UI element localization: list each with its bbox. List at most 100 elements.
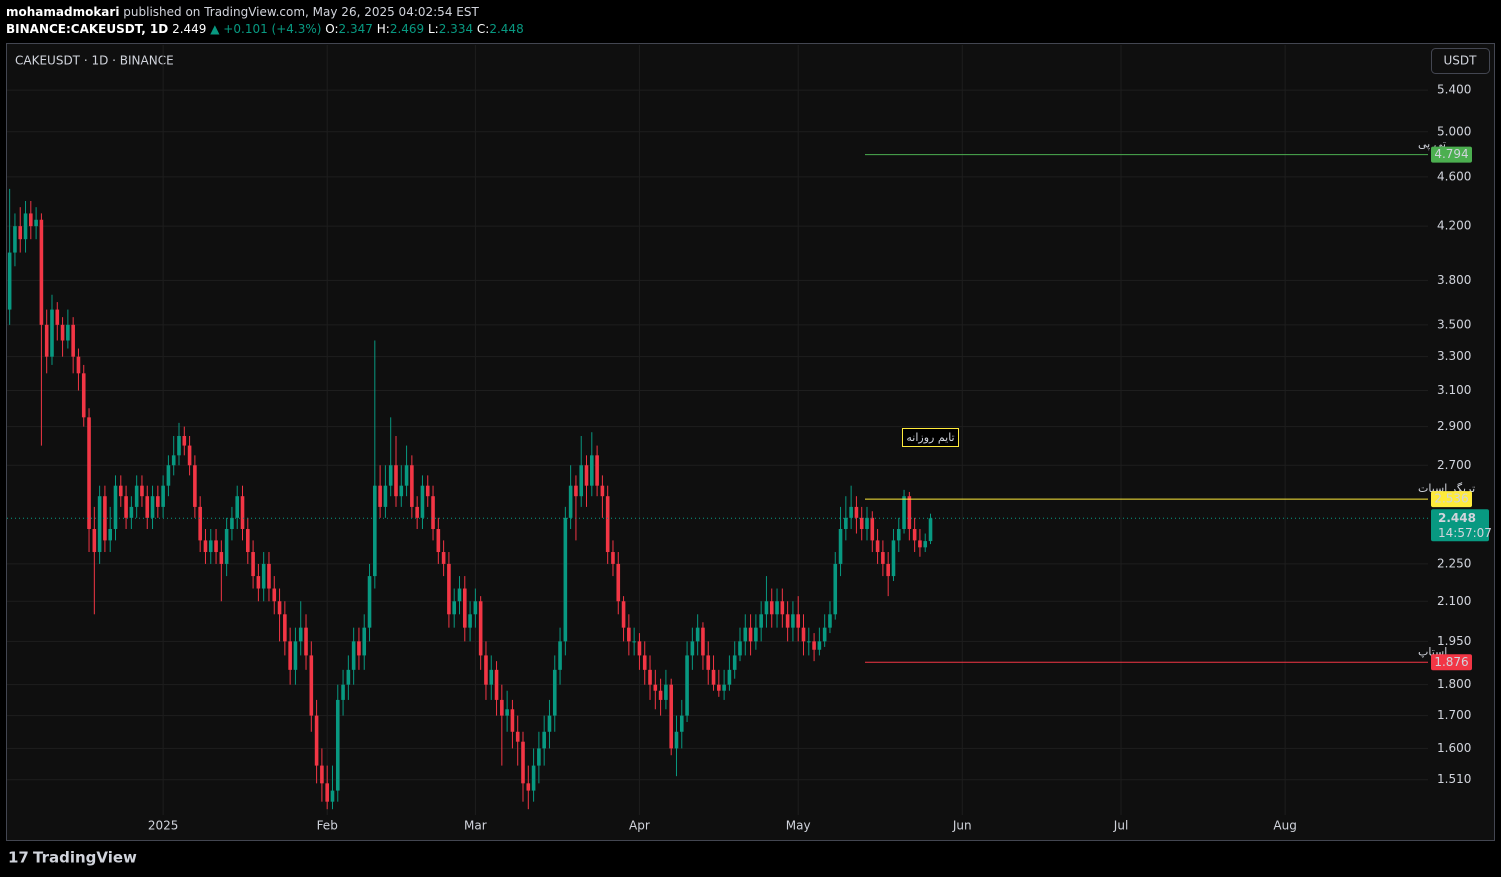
candle-body [918,540,922,548]
candle-body [727,669,732,685]
candle-body [748,627,753,642]
candle-body [272,588,277,602]
candle-body [34,219,38,227]
candle-body [118,485,123,497]
currency-button[interactable] [1431,48,1490,74]
candle-body [526,783,531,791]
x-tick-label: Jun [952,819,972,833]
candle-body [256,576,261,589]
level-price: 1.876 [1434,655,1468,669]
candle-body [801,627,806,642]
candle-body [738,641,742,656]
candle-body [590,455,594,486]
candle-body [844,517,848,529]
x-tick-label: 2025 [148,819,179,833]
currency[interactable]: USDT [1444,54,1478,68]
candle-body [134,485,139,507]
legend-value: 2.469 [390,22,424,36]
candle-body [410,465,414,507]
candle-body [690,641,695,656]
candle-body [341,684,345,700]
candle-body [203,540,208,553]
candle-body [875,540,880,553]
pane-title: CAKEUSDT · 1D · BINANCE [15,54,174,68]
legend-label: H: [377,22,390,36]
logo-text: TradingView [33,849,137,867]
candle-body [415,506,419,518]
candle-body [743,627,748,642]
candle-body [775,601,779,615]
y-tick-label: 1.510 [1437,772,1471,786]
candle-body [642,655,647,670]
candle-body [76,356,81,374]
candle-body [563,517,568,642]
x-tick-label: Aug [1273,819,1296,833]
candle-body [171,455,176,466]
candle-body [92,528,97,553]
candle-body [711,669,716,685]
candle-body [182,436,187,446]
candle-body [611,552,615,564]
candle-body [616,563,621,602]
candle-body [29,213,33,227]
candle-body [335,699,340,791]
candle-body [261,563,266,589]
candle-body [436,528,441,553]
candle-body [277,601,282,615]
candle-body [780,601,785,615]
candle-body [113,485,118,529]
candle-body [621,601,626,628]
change: ▲ +0.101 (+4.3%) [210,22,321,36]
candle-body [230,517,234,529]
candle-body [664,684,668,700]
candle-body [896,528,901,541]
legend-label: C: [477,22,489,36]
candle-body [325,783,329,802]
candle-body [473,601,478,615]
y-tick-label: 2.900 [1437,419,1471,433]
candle-body [706,655,711,670]
candle-body [404,465,409,486]
candle-body [394,465,398,497]
candle-body [865,517,869,529]
logo: 17 TradingView [8,849,137,867]
candle-body [833,563,838,615]
candle-body [912,528,917,541]
candle-body [717,684,721,691]
candle-body [478,601,483,656]
candle-body [854,506,859,518]
x-tick-label: Apr [629,819,650,833]
candle-body [309,655,314,716]
candle-body [674,731,679,749]
y-tick-label: 5.000 [1437,124,1471,138]
candle-body [505,709,509,716]
candle-body [685,655,689,716]
candle-body [367,576,372,628]
candle-body [679,715,684,732]
candle-body [494,669,499,700]
logo-mark: 17 [8,849,29,867]
candle-body [383,485,388,507]
x-tick-label: Jul [1113,819,1128,833]
candle-body [806,641,811,643]
x-tick-label: Mar [464,819,487,833]
candle-body [219,552,224,564]
y-tick-label: 5.400 [1437,83,1471,97]
legend-value: 2.448 [489,22,523,36]
author-line: mohamadmokari published on TradingView.c… [6,5,479,19]
candle-body [304,627,308,656]
x-tick-label: May [786,819,811,833]
candle-body [357,641,361,656]
candle-body [71,324,75,357]
last-price: 2.449 [172,22,206,36]
y-tick-label: 1.800 [1437,677,1471,691]
candle-body [484,655,488,685]
candle-body [129,506,134,518]
candle-body [87,417,91,529]
candle-body [166,465,171,486]
candle-body [902,496,906,529]
candle-body [510,709,515,732]
candle-body [669,684,673,749]
level-price: 4.794 [1434,147,1468,161]
candle-body [849,506,853,518]
